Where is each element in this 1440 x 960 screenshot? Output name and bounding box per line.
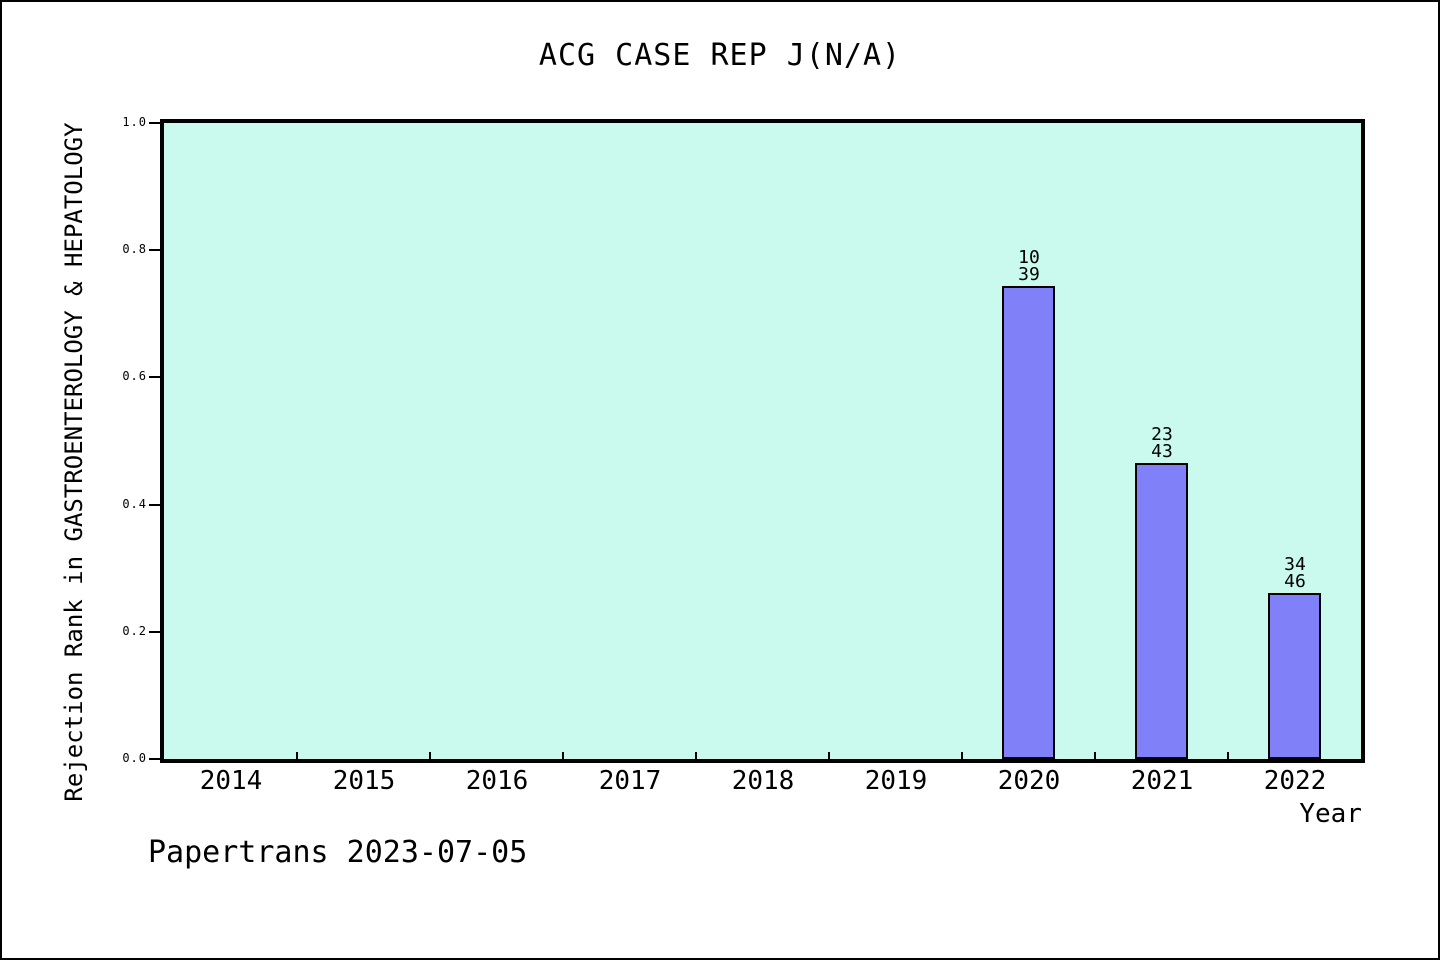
bar-value-label: 10 39 — [969, 247, 1089, 285]
x-axis-tick-label: 2017 — [598, 766, 662, 796]
x-axis-tick-label: 2020 — [997, 766, 1061, 796]
bar-2021 — [1135, 463, 1188, 759]
y-axis-tick-label: 0.2 — [122, 624, 147, 638]
y-axis-tick-label: 0.8 — [122, 242, 147, 256]
y-axis-tick — [149, 758, 160, 760]
bar-value-label: 23 43 — [1102, 424, 1222, 462]
x-axis-tick — [296, 752, 298, 759]
plot-inner: 10 39 23 43 34 46 — [164, 123, 1361, 759]
y-axis-label: Rejection Rank in GASTROENTEROLOGY & HEP… — [60, 122, 88, 802]
x-axis-tick-label: 2016 — [465, 766, 529, 796]
x-axis-tick — [695, 752, 697, 759]
y-axis-tick — [149, 122, 160, 124]
x-axis-tick — [961, 752, 963, 759]
x-axis-tick — [1094, 752, 1096, 759]
x-axis-tick-label: 2021 — [1130, 766, 1194, 796]
bar-value-line: 46 — [1284, 571, 1306, 592]
x-axis-tick-label: 2018 — [731, 766, 795, 796]
y-axis-tick — [149, 376, 160, 378]
y-axis-tick — [149, 504, 160, 506]
y-axis-tick-label: 0.0 — [122, 751, 147, 765]
bar-2022 — [1268, 593, 1321, 759]
x-axis-label: Year — [1299, 799, 1362, 829]
bar-value-label: 34 46 — [1235, 554, 1355, 592]
y-axis-tick — [149, 249, 160, 251]
x-axis-tick-label: 2019 — [864, 766, 928, 796]
bar-value-line: 23 — [1151, 424, 1173, 445]
x-axis-tick — [429, 752, 431, 759]
y-axis-tick-label: 0.4 — [122, 497, 147, 511]
x-axis-tick-label: 2022 — [1263, 766, 1327, 796]
y-axis-tick — [149, 631, 160, 633]
watermark-text: Papertrans 2023-07-05 — [148, 835, 528, 870]
x-axis-tick-label: 2014 — [199, 766, 263, 796]
y-axis-tick-label: 1.0 — [122, 115, 147, 129]
bar-value-line: 10 — [1018, 247, 1040, 268]
x-axis-tick — [1227, 752, 1229, 759]
bar-2020 — [1002, 286, 1055, 759]
x-axis-tick — [562, 752, 564, 759]
y-axis-tick-label: 0.6 — [122, 369, 147, 383]
bar-value-line: 43 — [1151, 441, 1173, 462]
x-axis-tick-label: 2015 — [332, 766, 396, 796]
chart-title: ACG CASE REP J(N/A) — [538, 38, 902, 73]
x-axis-tick — [828, 752, 830, 759]
bar-value-line: 34 — [1284, 554, 1306, 575]
bar-value-line: 39 — [1018, 264, 1040, 285]
